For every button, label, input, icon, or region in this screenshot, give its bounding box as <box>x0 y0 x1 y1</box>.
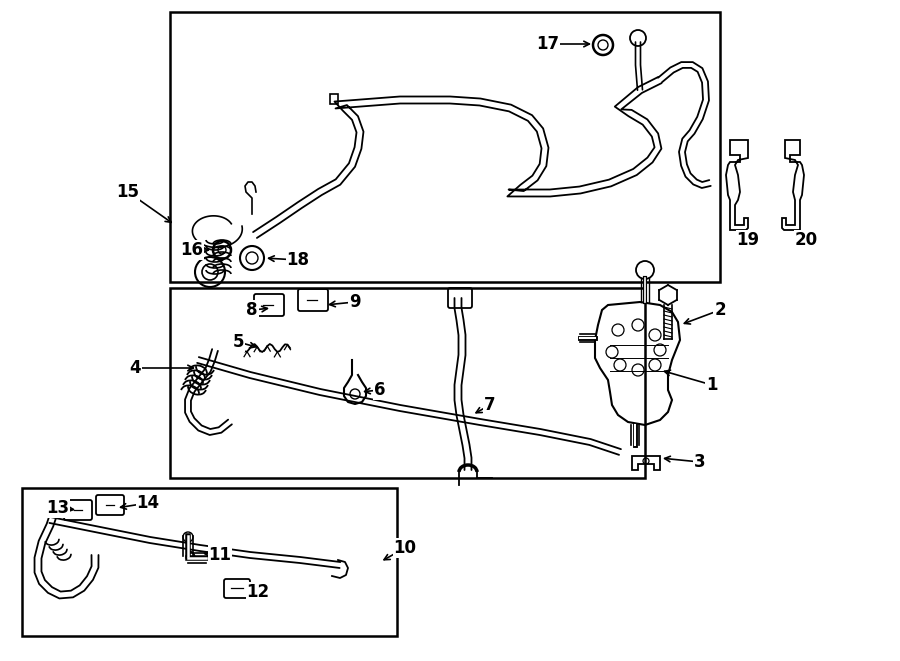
Text: 17: 17 <box>536 35 560 53</box>
Text: 9: 9 <box>349 293 361 311</box>
Text: 20: 20 <box>795 231 817 249</box>
Text: 2: 2 <box>715 301 725 319</box>
Text: 6: 6 <box>374 381 386 399</box>
Bar <box>330 94 338 104</box>
Text: 14: 14 <box>137 494 159 512</box>
Text: 12: 12 <box>247 583 270 601</box>
Text: 19: 19 <box>736 231 760 249</box>
Text: 11: 11 <box>209 546 231 564</box>
Text: 13: 13 <box>47 499 69 517</box>
Text: 18: 18 <box>286 251 310 269</box>
Text: 5: 5 <box>232 333 244 351</box>
Text: 1: 1 <box>706 376 718 394</box>
Bar <box>170 288 645 478</box>
Text: 15: 15 <box>116 183 140 201</box>
Text: 3: 3 <box>694 453 706 471</box>
Text: 7: 7 <box>484 396 496 414</box>
Text: 10: 10 <box>393 539 417 557</box>
Text: 16: 16 <box>181 241 203 259</box>
Bar <box>170 12 720 282</box>
Bar <box>22 488 397 636</box>
Text: 4: 4 <box>130 359 140 377</box>
Text: 8: 8 <box>247 301 257 319</box>
